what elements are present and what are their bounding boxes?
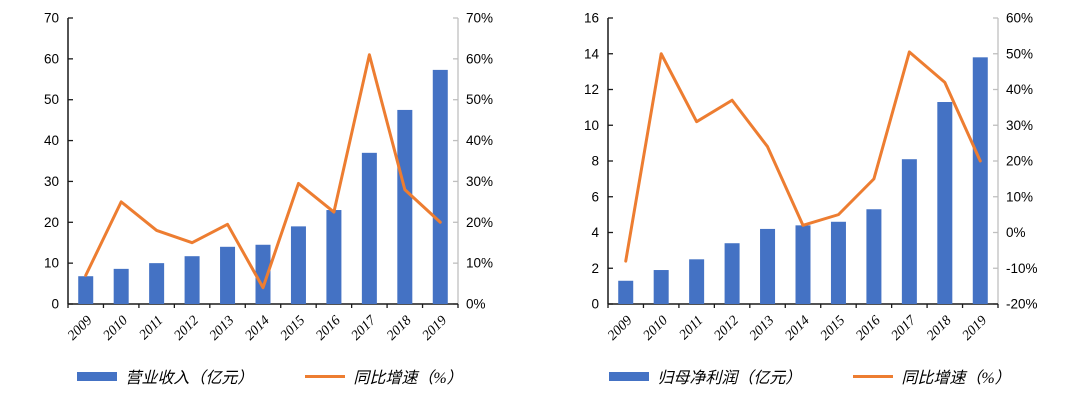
left-axis-tick-label: 40 [44, 133, 59, 148]
line-series-swatch [305, 374, 346, 378]
legend-label-net-profit: 归母净利润（亿元） [657, 370, 802, 387]
x-axis-year-label: 2013 [207, 313, 237, 343]
x-axis-year-label: 2017 [889, 313, 920, 344]
revenue-chart-legend: 营业收入（亿元） 同比增速（%） [0, 364, 540, 388]
revenue-chart-plot: 0% 10% 20% 30% 40% 50% 60% 70% 0 10 20 30 40 50 60 70 20… [44, 11, 493, 344]
bar-2015 [830, 221, 846, 304]
growth-line [624, 50, 982, 263]
x-axis-year-label: 2009 [605, 313, 635, 343]
x-axis-year-label: 2012 [712, 313, 742, 343]
legend-item-revenue-growth: 同比增速（%） [305, 364, 463, 388]
left-axis-tick-label: 2 [591, 261, 599, 276]
bar-2009 [618, 280, 634, 304]
bar-2019 [432, 69, 448, 304]
bar-2015 [290, 226, 306, 304]
right-axis-tick-label: 50% [466, 92, 493, 107]
left-axis-tick-label: 0 [591, 297, 599, 312]
bar-2013 [220, 246, 236, 304]
net-profit-chart-panel: -20% -10% 0% 10% 20% 30% 40% 50% 60% 0 2 4 6 8 10 12 14 1… [540, 0, 1080, 400]
bar-2019 [972, 57, 988, 305]
x-axis-year-label: 2017 [349, 313, 380, 344]
x-axis-year-label: 2016 [853, 313, 883, 343]
left-axis-tick-label: 12 [584, 82, 599, 97]
right-axis-tick-label: 10% [1006, 189, 1033, 204]
x-axis-year-label: 2019 [960, 313, 990, 343]
right-axis-tick-label: 40% [466, 133, 493, 148]
bar-2017 [901, 159, 917, 304]
right-axis-tick-label: 60% [1006, 11, 1033, 26]
right-axis-tick-label: 50% [1006, 46, 1033, 61]
legend-item-revenue: 营业收入（亿元） [77, 364, 253, 388]
legend-label-revenue-growth: 同比增速（%） [353, 370, 463, 387]
line-series-swatch [853, 374, 894, 378]
right-axis-tick-label: 20% [466, 215, 493, 230]
left-axis-tick-label: 16 [584, 11, 599, 26]
left-axis-tick-label: 10 [584, 118, 599, 133]
x-axis-year-label: 2013 [747, 313, 777, 343]
x-axis-year-label: 2014 [242, 313, 272, 343]
right-axis-tick-label: -20% [1006, 297, 1038, 312]
right-axis-tick-label: 10% [466, 256, 493, 271]
right-axis-tick-label: 20% [1006, 154, 1033, 169]
right-axis-tick-label: 30% [1006, 118, 1033, 133]
right-axis-tick-label: 0% [466, 297, 486, 312]
right-axis-tick-label: -10% [1006, 261, 1038, 276]
x-axis-year-label: 2010 [101, 313, 131, 343]
bar-2011 [149, 263, 165, 304]
bar-2017 [361, 152, 377, 304]
left-axis-tick-label: 14 [584, 46, 600, 61]
x-axis-year-label: 2011 [677, 313, 707, 343]
revenue-chart-panel: 0% 10% 20% 30% 40% 50% 60% 70% 0 10 20 30 40 50 60 70 20… [0, 11, 540, 388]
bar-2010 [653, 270, 669, 304]
x-axis-year-label: 2019 [420, 313, 450, 343]
left-axis-tick-label: 70 [44, 11, 59, 26]
left-axis-tick-label: 0 [51, 297, 59, 312]
right-axis-tick-label: 40% [1006, 82, 1033, 97]
legend-item-net-profit: 归母净利润（亿元） [609, 364, 801, 388]
left-axis-tick-label: 4 [591, 225, 599, 240]
x-axis-year-label: 2018 [384, 313, 414, 343]
x-axis-year-label: 2010 [641, 313, 671, 343]
x-axis-year-label: 2012 [172, 313, 202, 343]
bar-2014 [795, 225, 811, 304]
legend-label-net-profit-growth: 同比增速（%） [901, 370, 1011, 387]
x-axis-year-label: 2015 [278, 313, 308, 343]
x-axis-year-label: 2011 [137, 313, 167, 343]
left-axis-tick-label: 30 [44, 174, 59, 189]
growth-line [84, 53, 442, 290]
bar-series-swatch [77, 371, 118, 381]
x-axis-year-label: 2014 [782, 313, 812, 343]
bar-2012 [724, 243, 740, 304]
x-axis-year-label: 2009 [65, 313, 95, 343]
legend-label-revenue: 营业收入（亿元） [125, 370, 254, 387]
left-axis-tick-label: 20 [44, 215, 59, 230]
bar-2010 [113, 268, 129, 304]
right-axis-tick-label: 70% [466, 11, 493, 26]
bar-2016 [326, 210, 342, 304]
bar-2009 [78, 276, 94, 304]
bar-2012 [184, 256, 200, 304]
right-axis-tick-label: 30% [466, 174, 493, 189]
bar-series-swatch [609, 371, 650, 381]
bar-2013 [760, 228, 776, 304]
net-profit-chart-legend: 归母净利润（亿元） 同比增速（%） [540, 364, 1080, 388]
bar-2014 [255, 244, 271, 304]
left-axis-tick-label: 50 [44, 92, 59, 107]
left-axis-tick-label: 8 [591, 154, 599, 169]
bar-2016 [866, 209, 882, 304]
bar-2018 [397, 109, 413, 304]
right-axis-tick-label: 0% [1006, 225, 1026, 240]
right-axis-tick-label: 60% [466, 51, 493, 66]
bar-2011 [689, 259, 705, 304]
legend-item-net-profit-growth: 同比增速（%） [853, 364, 1011, 388]
bar-2018 [937, 102, 953, 304]
x-axis-year-label: 2016 [313, 313, 343, 343]
left-axis-tick-label: 6 [591, 189, 599, 204]
left-axis-tick-label: 10 [44, 256, 59, 271]
x-axis-year-label: 2018 [924, 313, 954, 343]
x-axis-year-label: 2015 [818, 313, 848, 343]
net-profit-chart-plot: -20% -10% 0% 10% 20% 30% 40% 50% 60% 0 2 4 6 8 10 12 14 1… [584, 11, 1038, 344]
left-axis-tick-label: 60 [44, 51, 59, 66]
